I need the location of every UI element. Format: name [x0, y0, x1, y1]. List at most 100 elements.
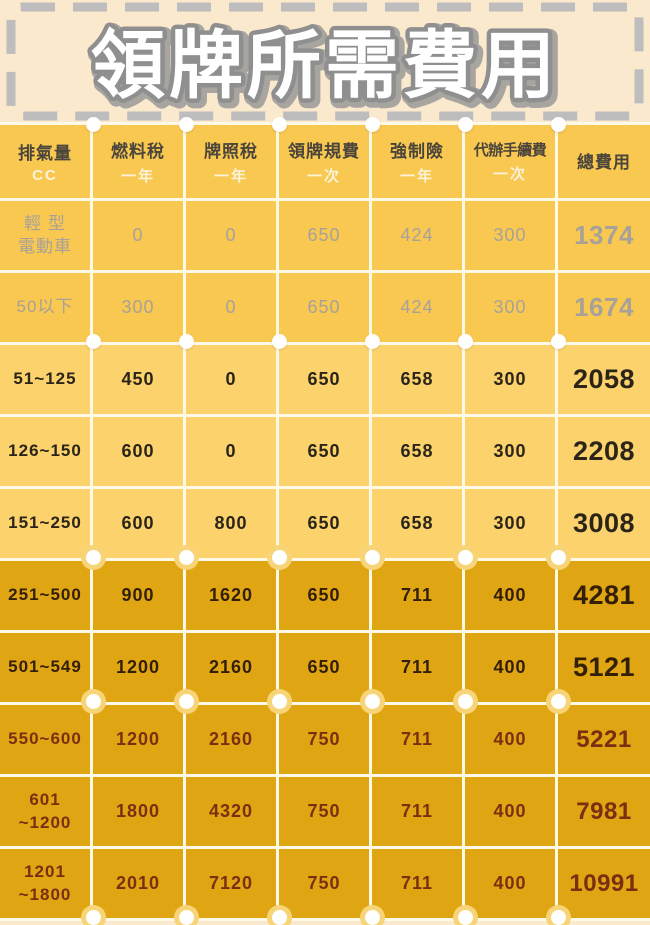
page-title: 領牌所需費用 [91, 24, 559, 107]
column-header-displacement: 排氣量 CC [0, 125, 93, 198]
table-row: 50以下 300 0 650 424 300 1674 [0, 270, 650, 342]
row-label: 550~600 [0, 705, 93, 774]
column-header-label: 排氣量 [18, 144, 72, 163]
agent-fee-cell: 400 [465, 849, 558, 918]
total-cell: 2208 [572, 436, 636, 466]
row-label: 50以下 [0, 273, 93, 342]
plate-fee-cell: 650 [279, 201, 372, 270]
grid-dot-icon [365, 334, 380, 349]
fuel-tax-cell: 0 [93, 201, 186, 270]
table-row: 51~125 450 0 650 658 300 2058 [0, 342, 650, 414]
agent-fee-cell: 300 [465, 345, 558, 414]
fuel-tax-cell: 600 [93, 417, 186, 486]
grid-dot-icon [86, 334, 101, 349]
insurance-cell: 658 [372, 489, 465, 558]
column-header-sub: CC [32, 167, 58, 184]
plate-fee-cell: 650 [279, 561, 372, 630]
column-header-license-tax: 牌照稅 一年 [186, 125, 279, 198]
grid-dot-icon [365, 910, 380, 925]
grid-dot-icon [458, 550, 473, 565]
plate-fee-cell: 650 [279, 345, 372, 414]
agent-fee-cell: 300 [465, 417, 558, 486]
license-tax-cell: 0 [186, 345, 279, 414]
column-header-sub: 一次 [492, 166, 527, 183]
plate-fee-cell: 650 [279, 417, 372, 486]
grid-dot-icon [272, 694, 287, 709]
column-header-label: 燃料稅 [111, 142, 165, 161]
grid-dot-icon [272, 910, 287, 925]
plate-fee-cell: 650 [279, 633, 372, 702]
column-header-label: 總費用 [577, 152, 631, 172]
insurance-cell: 711 [372, 633, 465, 702]
table-row: 550~600 1200 2160 750 711 400 5221 [0, 702, 650, 774]
grid-dot-icon [86, 694, 101, 709]
insurance-cell: 658 [372, 345, 465, 414]
total-cell: 5121 [572, 652, 636, 682]
grid-dot-icon [179, 694, 194, 709]
column-header-label: 領牌規費 [288, 142, 360, 161]
license-tax-cell: 0 [186, 273, 279, 342]
row-label: 輕 型 電動車 [0, 201, 93, 270]
column-header-sub: 一年 [213, 168, 248, 185]
license-tax-cell: 0 [186, 417, 279, 486]
grid-dot-icon [86, 117, 101, 132]
title-banner: 領牌所需費用 領牌所需費用 [6, 2, 644, 121]
column-header-label: 牌照稅 [204, 142, 258, 161]
license-tax-cell: 800 [186, 489, 279, 558]
license-tax-cell: 4320 [186, 777, 279, 846]
grid-dot-icon [551, 694, 566, 709]
column-header-fuel-tax: 燃料稅 一年 [93, 125, 186, 198]
license-tax-cell: 2160 [186, 705, 279, 774]
plate-fee-cell: 750 [279, 705, 372, 774]
grid-dot-icon [551, 910, 566, 925]
insurance-cell: 711 [372, 777, 465, 846]
header-row: 排氣量 CC 燃料稅 一年 牌照稅 一年 領牌規費 一次 強制險 一年 代辦手續… [0, 125, 650, 198]
agent-fee-cell: 400 [465, 705, 558, 774]
column-header-sub: 一年 [120, 168, 155, 185]
table-row: 601 ~1200 1800 4320 750 711 400 7981 [0, 774, 650, 846]
insurance-cell: 658 [372, 417, 465, 486]
plate-fee-cell: 650 [279, 273, 372, 342]
agent-fee-cell: 400 [465, 561, 558, 630]
license-tax-cell: 0 [186, 201, 279, 270]
insurance-cell: 711 [372, 849, 465, 918]
plate-fee-cell: 750 [279, 777, 372, 846]
fuel-tax-cell: 1200 [93, 705, 186, 774]
title-area: 領牌所需費用 領牌所需費用 [0, 0, 650, 122]
insurance-cell: 424 [372, 201, 465, 270]
agent-fee-cell: 300 [465, 201, 558, 270]
column-header-total: 總費用 [558, 125, 650, 198]
fuel-tax-cell: 900 [93, 561, 186, 630]
grid-dot-icon [458, 910, 473, 925]
table-row: 1201 ~1800 2010 7120 750 711 400 10991 [0, 846, 650, 918]
fuel-tax-cell: 600 [93, 489, 186, 558]
fuel-tax-cell: 1800 [93, 777, 186, 846]
agent-fee-cell: 300 [465, 489, 558, 558]
grid-dot-icon [272, 117, 287, 132]
column-header-agent-fee: 代辦手續費 一次 [465, 125, 558, 198]
total-cell: 10991 [569, 869, 639, 897]
grid-dot-icon [365, 550, 380, 565]
fuel-tax-cell: 450 [93, 345, 186, 414]
column-header-sub: 一年 [399, 168, 434, 185]
grid-dot-icon [179, 550, 194, 565]
table-row: 126~150 600 0 650 658 300 2208 [0, 414, 650, 486]
grid-dot-icon [179, 334, 194, 349]
column-header-sub: 一次 [306, 168, 341, 185]
total-cell: 3008 [572, 508, 636, 538]
grid-dot-icon [551, 334, 566, 349]
license-tax-cell: 1620 [186, 561, 279, 630]
row-label: 151~250 [0, 489, 93, 558]
total-cell: 4281 [572, 580, 636, 610]
row-label: 601 ~1200 [0, 777, 93, 846]
agent-fee-cell: 400 [465, 633, 558, 702]
total-cell: 5221 [576, 725, 632, 753]
grid-dot-icon [551, 550, 566, 565]
plate-fee-cell: 750 [279, 849, 372, 918]
fee-table: 排氣量 CC 燃料稅 一年 牌照稅 一年 領牌規費 一次 強制險 一年 代辦手續… [0, 117, 650, 925]
agent-fee-cell: 400 [465, 777, 558, 846]
grid-dot-icon [458, 334, 473, 349]
grid-dot-icon [86, 910, 101, 925]
total-cell: 1374 [574, 220, 634, 250]
plate-fee-cell: 650 [279, 489, 372, 558]
